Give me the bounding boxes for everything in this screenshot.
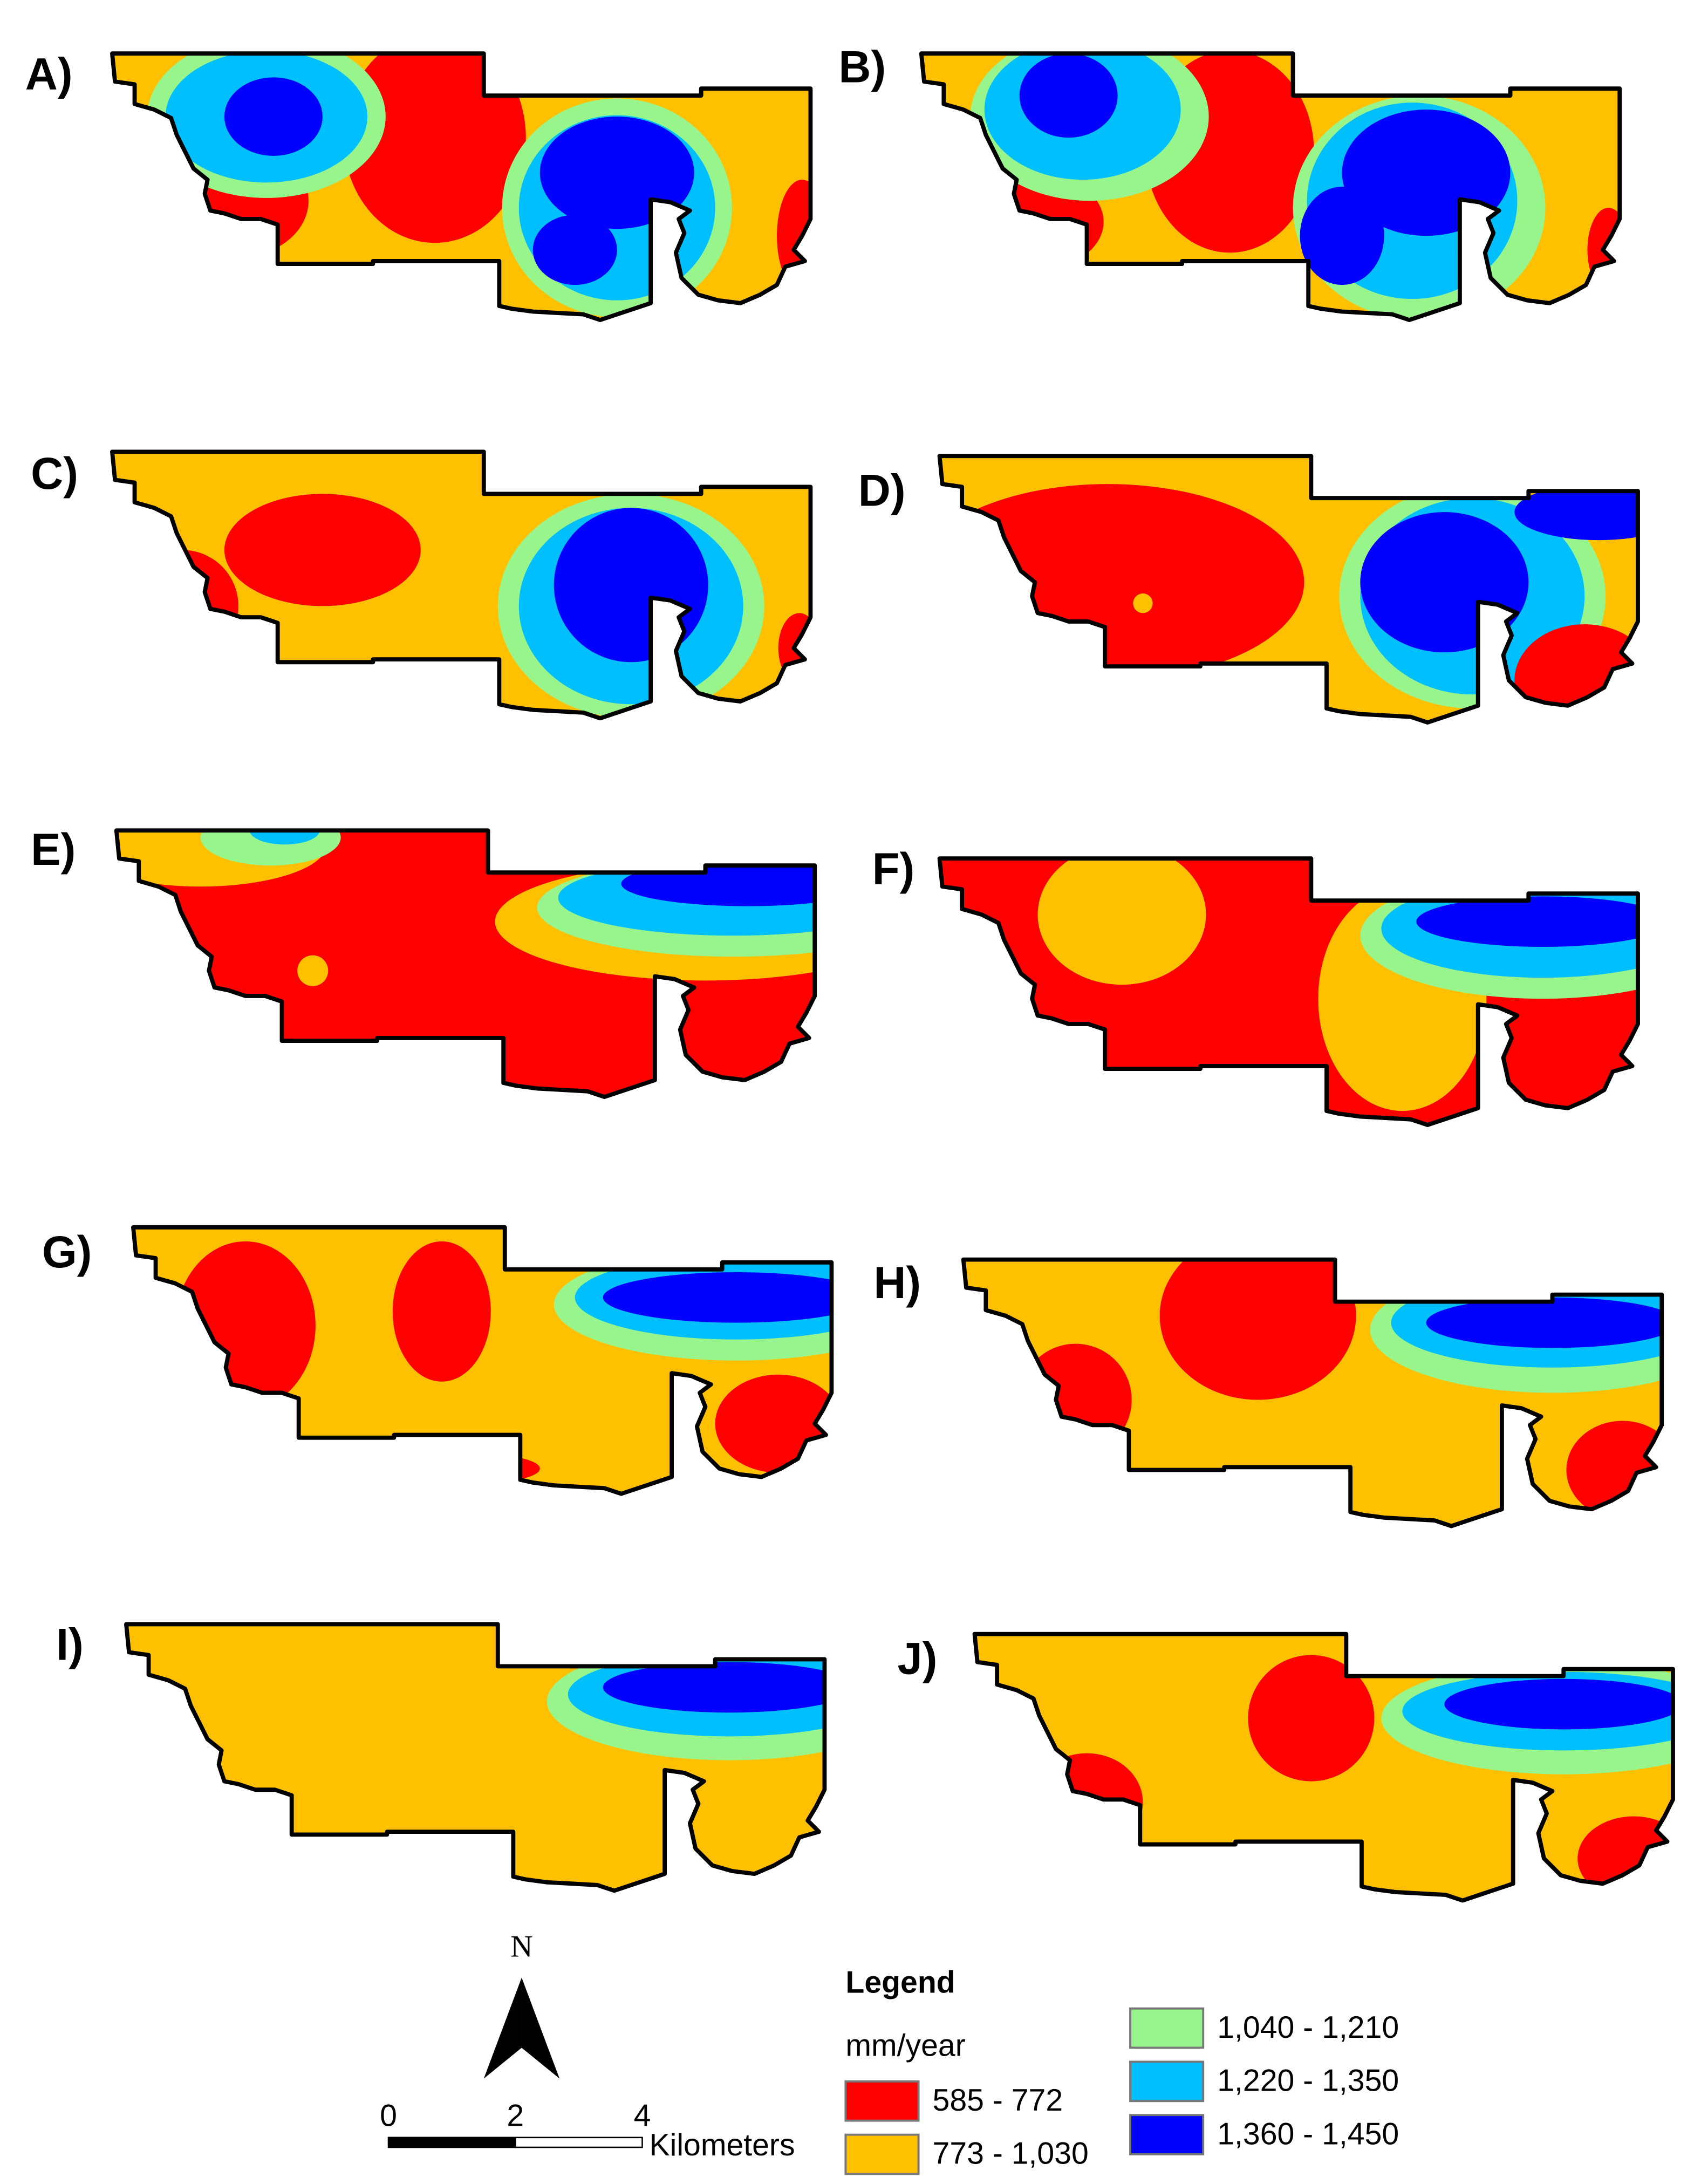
- panel-label: I): [56, 1620, 84, 1670]
- boundary: [937, 454, 1640, 725]
- precip-zone: [249, 830, 320, 845]
- maps: A) B) C) D) E) F) G) H) I) J): [25, 42, 1675, 1903]
- precip-zone: [603, 1662, 825, 1713]
- scale-tick-label: 2: [507, 2099, 524, 2133]
- precip-zone: [532, 215, 617, 285]
- precip-zone: [539, 117, 694, 229]
- panel-label: C): [31, 448, 78, 499]
- legend-unit: mm/year: [845, 2029, 965, 2063]
- map-panel: [919, 51, 1622, 322]
- precip-zone: [224, 494, 421, 606]
- map-fill: [112, 53, 811, 320]
- panel-label: E): [31, 824, 76, 875]
- precip-zone: [1248, 1655, 1375, 1782]
- panel-label: J): [898, 1634, 938, 1684]
- precip-zone: [1037, 858, 1206, 985]
- panel-label: B): [838, 42, 886, 92]
- legend-swatch: [844, 2133, 920, 2175]
- precip-zone: [1416, 896, 1638, 947]
- panel-label: H): [873, 1258, 921, 1308]
- map-panel: [110, 51, 813, 322]
- precip-zone: [126, 550, 238, 663]
- map-panel: [124, 1622, 827, 1893]
- precip-zone: [224, 77, 323, 156]
- precip-zone: [939, 484, 1304, 681]
- precip-zone: [1577, 1816, 1673, 1901]
- precip-zone: [1426, 1297, 1662, 1348]
- scale-tick-label: 0: [380, 2099, 397, 2133]
- panel-label: A): [25, 49, 73, 99]
- boundary: [114, 828, 817, 1099]
- precip-zone: [1300, 187, 1384, 285]
- precip-zone: [297, 955, 329, 986]
- precip-zone: [392, 1241, 491, 1382]
- map-fill: [921, 53, 1620, 320]
- panel-label: G): [42, 1227, 92, 1277]
- boundary: [919, 51, 1622, 322]
- precip-zone: [1587, 208, 1620, 292]
- legend-label: 1,360 - 1,450: [1217, 2117, 1399, 2151]
- north-arrow: [521, 1977, 560, 2079]
- precip-zone: [1444, 1678, 1673, 1730]
- map-panel: [110, 449, 813, 721]
- panel-label: F): [872, 844, 914, 894]
- legend-label: 585 - 772: [933, 2083, 1063, 2118]
- legend-label: 1,220 - 1,350: [1217, 2064, 1399, 2098]
- map-fill: [963, 1259, 1662, 1526]
- boundary: [110, 449, 813, 721]
- map-panel: [131, 1225, 834, 1496]
- boundary: [131, 1225, 834, 1496]
- legend: Legend mm/year 585 - 772 773 - 1,030 1,040…: [844, 1965, 1399, 2175]
- scale-segment: [387, 2137, 516, 2148]
- boundary: [937, 856, 1640, 1127]
- legend-swatch: [1129, 2060, 1205, 2103]
- map-panel: [972, 1632, 1675, 1903]
- precip-zone: [1514, 484, 1638, 541]
- scale-unit: Kilometers: [649, 2128, 795, 2162]
- boundary: [124, 1622, 827, 1893]
- map-fill: [939, 858, 1638, 1125]
- legend-swatch: [1129, 2114, 1205, 2155]
- precip-zone: [1159, 1259, 1356, 1400]
- precip-zone: [343, 53, 526, 243]
- precip-zone: [554, 508, 708, 663]
- precip-zone: [1566, 1421, 1662, 1519]
- map-panel: [961, 1257, 1664, 1528]
- legend-title: Legend: [845, 1965, 955, 2000]
- map-panel: [114, 828, 817, 1099]
- scale-segment: [514, 2137, 643, 2148]
- north-arrow: [483, 1977, 522, 2079]
- precip-zone: [715, 1374, 832, 1473]
- precip-zone: [778, 613, 811, 684]
- north-label: N: [510, 1930, 532, 1964]
- boundary: [110, 51, 813, 322]
- precip-zone: [1133, 593, 1153, 613]
- precip-zone: [1360, 512, 1529, 653]
- map-panel: [937, 454, 1640, 725]
- legend-label: 1,040 - 1,210: [1217, 2010, 1399, 2045]
- scale-tick-label: 4: [634, 2099, 651, 2133]
- boundary: [961, 1257, 1664, 1528]
- map-panel: [937, 856, 1640, 1127]
- precip-zone: [1514, 1027, 1638, 1125]
- precip-zone: [621, 861, 815, 906]
- legend-swatch: [1129, 2007, 1205, 2049]
- legend-swatch: [844, 2080, 920, 2122]
- precip-zone: [1019, 53, 1118, 138]
- legend-label: 773 - 1,030: [933, 2137, 1089, 2171]
- boundary: [972, 1632, 1675, 1903]
- precip-zone: [603, 1272, 832, 1323]
- panel-label: D): [858, 465, 906, 515]
- precip-zone: [175, 1241, 316, 1410]
- precip-zone: [1514, 624, 1638, 723]
